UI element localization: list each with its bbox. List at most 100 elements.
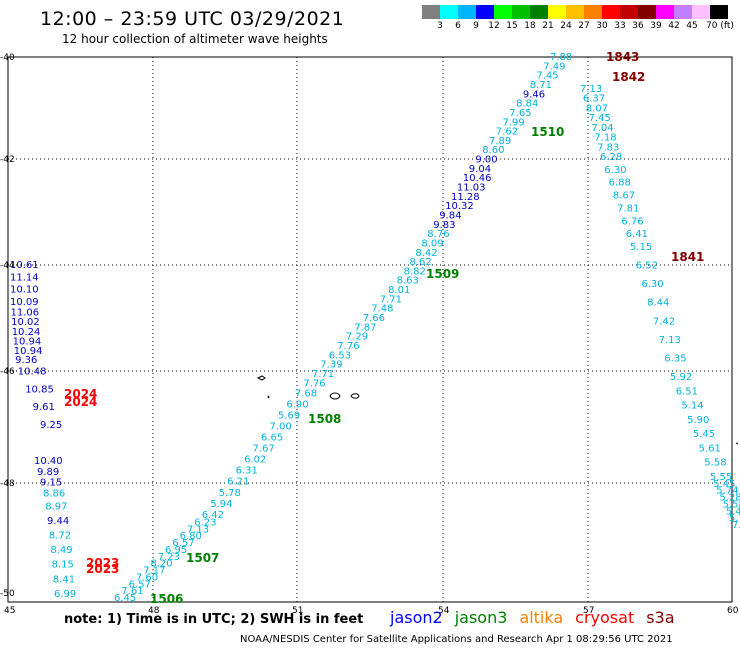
- wave-height-label: 7.13: [659, 335, 681, 346]
- wave-height-label: 9.46: [523, 89, 545, 100]
- scale-swatch: [530, 5, 548, 19]
- scale-swatch: [710, 5, 728, 19]
- wave-height-label: 7.99: [503, 117, 525, 128]
- wave-height-label: 9.61: [33, 402, 55, 413]
- wave-height-label: 6.53: [329, 350, 351, 361]
- wave-height-label: 6.45: [114, 593, 136, 604]
- pass-time-label: 2024: [64, 395, 97, 409]
- wave-height-label: 6.99: [54, 589, 76, 600]
- wave-height-label: 10.85: [25, 384, 54, 395]
- wave-height-label: 7.83: [597, 142, 619, 153]
- scale-swatch: [476, 5, 494, 19]
- wave-height-label: 7.71: [312, 369, 334, 380]
- wave-height-label: 6.21: [227, 477, 249, 488]
- wave-height-label: 8.60: [482, 145, 504, 156]
- wave-height-label: 8.97: [45, 502, 67, 513]
- wave-height-label: 7.39: [320, 360, 342, 371]
- y-tick-label: -48: [0, 479, 15, 489]
- scale-label: 15: [506, 21, 518, 31]
- wave-height-label: 5.90: [687, 415, 709, 426]
- pass-time-label: 1507: [186, 551, 219, 565]
- scale-label: 30: [596, 21, 608, 31]
- wave-height-label: 10.40: [34, 456, 63, 467]
- coastline: [256, 375, 739, 445]
- scale-label: 12: [488, 21, 500, 31]
- y-tick-label: -42: [0, 155, 15, 165]
- wave-height-label: 7.87: [354, 322, 376, 333]
- x-tick-label: 48: [148, 606, 160, 616]
- wave-height-label: 7.65: [509, 108, 531, 119]
- wave-height-label: 8.62: [410, 257, 432, 268]
- scale-label: 45: [686, 21, 698, 31]
- legend-item: jason2: [390, 608, 443, 627]
- pass-time-label: 2023: [86, 556, 119, 570]
- wave-height-label: 5.45: [693, 429, 715, 440]
- wave-height-label: 9.04: [469, 164, 491, 175]
- scale-swatch: [440, 5, 458, 19]
- wave-height-label: 7.48: [371, 304, 393, 315]
- wave-height-label: 9.15: [40, 478, 62, 489]
- pass-time-label: 1510: [531, 125, 564, 139]
- wave-height-label: 5.55: [710, 472, 732, 483]
- wave-height-label: 10.24: [12, 327, 41, 338]
- wave-height-label: 8.09: [421, 238, 443, 249]
- scale-label: 9: [473, 21, 479, 31]
- wave-height-label: 7.68: [295, 389, 317, 400]
- credit-line: NOAA/NESDIS Center for Satellite Applica…: [240, 634, 673, 645]
- scale-swatch: [422, 5, 440, 19]
- scale-swatch: [656, 5, 674, 19]
- wave-height-label: 7.66: [363, 313, 385, 324]
- scale-swatch: [620, 5, 638, 19]
- pass-time-label: 1843: [606, 50, 639, 64]
- wave-height-label: 5.69: [278, 411, 300, 422]
- wave-height-label: 5.74: [716, 486, 738, 497]
- wave-height-label: 8.63: [397, 276, 419, 287]
- wave-height-label: 7.04: [591, 123, 613, 134]
- wave-height-label: 7.62: [496, 127, 518, 138]
- x-tick-label: 57: [583, 606, 594, 616]
- scale-label: 18: [524, 21, 536, 31]
- satellite-legend: jason2 jason3 altika cryosat s3a: [390, 608, 687, 627]
- wave-height-label: 6.57: [129, 579, 151, 590]
- x-tick-label: 51: [292, 606, 303, 616]
- wave-height-label: 7.18: [594, 133, 616, 144]
- wave-height-label: 10.94: [14, 346, 43, 357]
- scale-label: 33: [614, 21, 626, 31]
- wave-height-label: 8.86: [43, 488, 65, 499]
- wave-height-label: 8.01: [388, 285, 410, 296]
- wave-height-label: 5.15: [630, 242, 652, 253]
- scale-label: 36: [632, 21, 644, 31]
- wave-height-label: 7.76: [337, 341, 359, 352]
- wave-height-label: 6.28: [600, 152, 622, 163]
- wave-height-label: 6.30: [641, 279, 663, 290]
- wave-height-label: 10.09: [10, 297, 39, 308]
- scale-swatch: [674, 5, 692, 19]
- y-tick-label: -50: [0, 589, 15, 599]
- wave-height-label: 7.42: [653, 316, 675, 327]
- note-text: note: 1) Time is in UTC; 2) SWH is in fe…: [64, 612, 364, 627]
- wave-height-label: 6.31: [236, 466, 258, 477]
- scale-label: 27: [578, 21, 590, 31]
- wave-height-label: 9.25: [40, 420, 62, 431]
- wave-height-label: 6.41: [626, 229, 648, 240]
- wave-height-label: 10.61: [10, 260, 39, 271]
- scale-swatch: [602, 5, 620, 19]
- wave-height-label: 8.41: [53, 574, 75, 585]
- wave-height-label: 5.28: [719, 493, 740, 504]
- wave-height-label: 8.42: [415, 248, 437, 259]
- wave-height-label: 8.76: [427, 229, 449, 240]
- legend-item: cryosat: [575, 608, 635, 627]
- y-tick-label: -46: [0, 367, 15, 377]
- scale-label: 24: [560, 21, 572, 31]
- wave-height-label: 6.76: [621, 216, 643, 227]
- wave-height-label: 8.72: [49, 530, 71, 541]
- wave-height-label: 10.48: [18, 367, 47, 378]
- wave-height-label: 6.51: [676, 386, 698, 397]
- wave-height-label: 6.90: [286, 400, 308, 411]
- pass-time-label: 2023: [86, 562, 119, 576]
- wave-height-label: 9.44: [47, 516, 69, 527]
- legend-item: jason3: [454, 608, 508, 627]
- pass-time-label: 1506: [150, 592, 183, 606]
- wave-height-label: 6.35: [664, 353, 686, 364]
